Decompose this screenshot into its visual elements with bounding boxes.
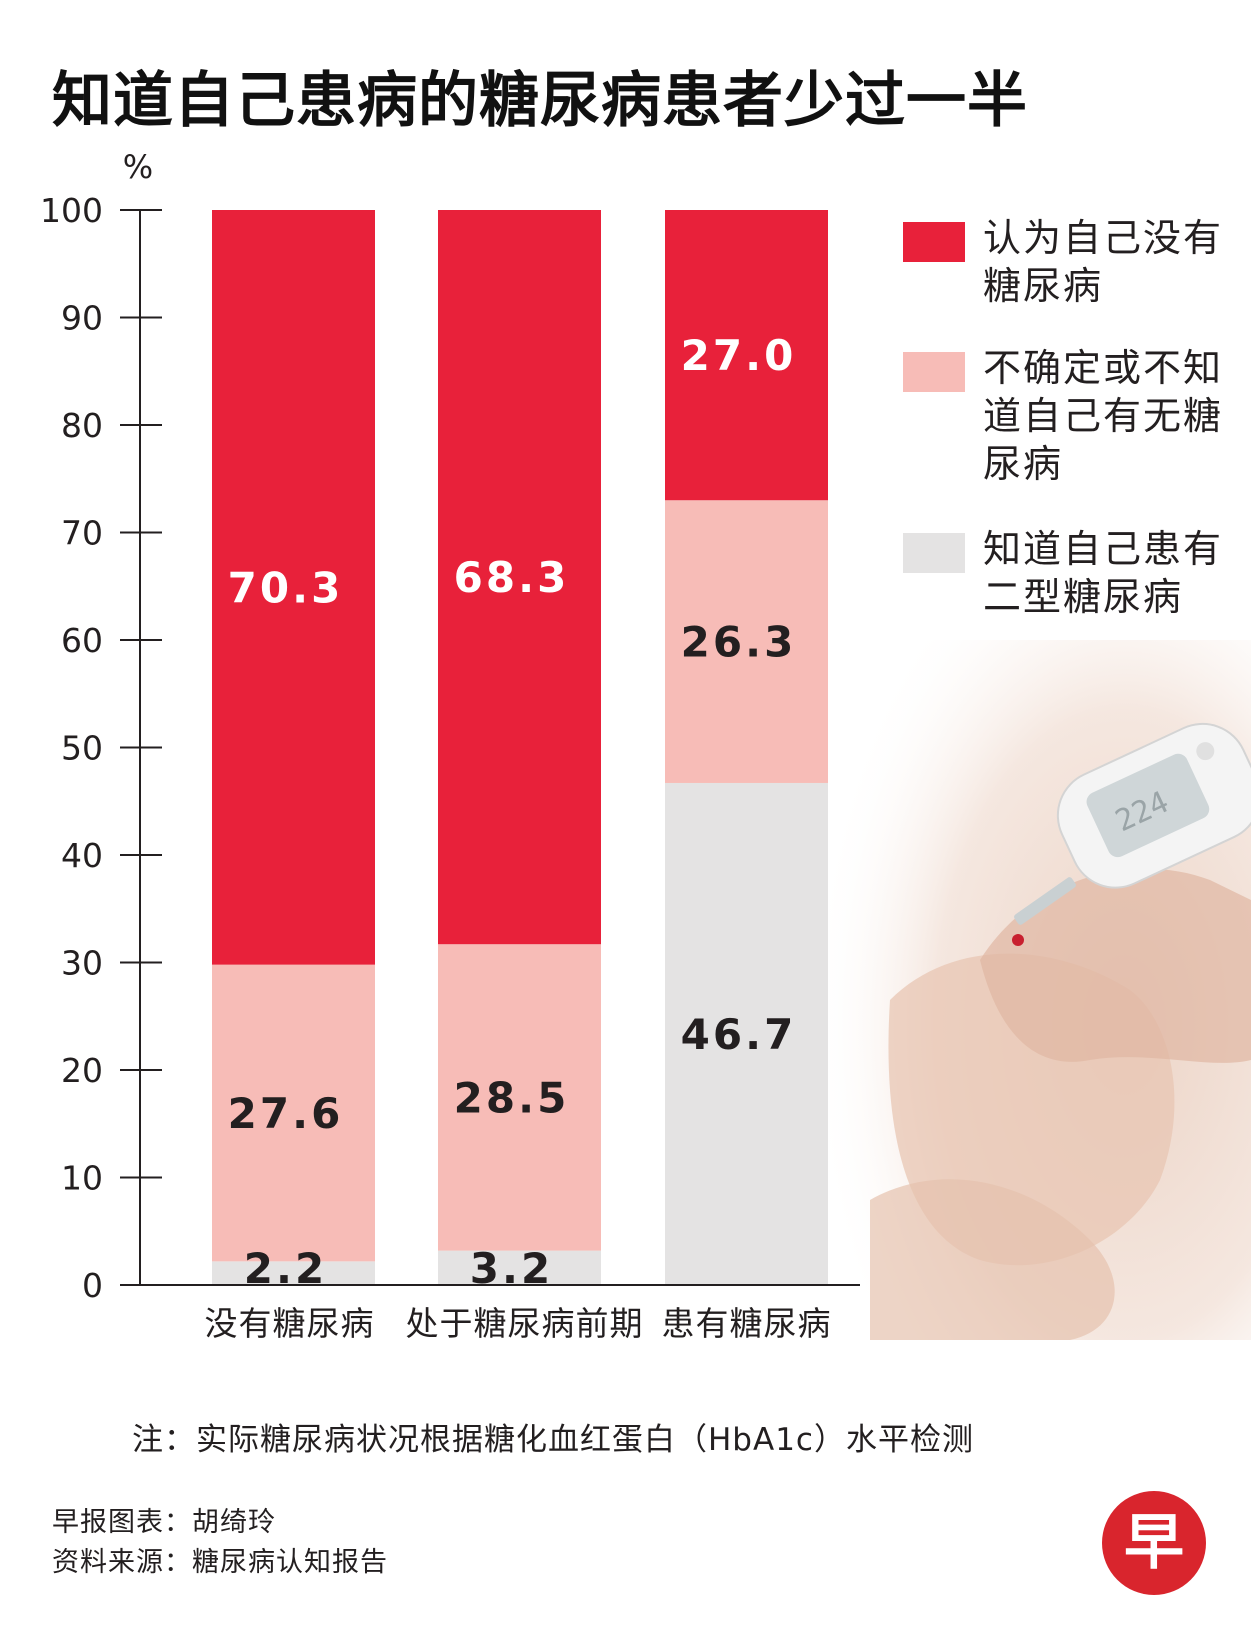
y-tick-label: 50 [61,729,103,768]
bar-segment-aware [212,1261,375,1285]
bar-segment-deny [212,210,375,965]
x-category-label: 患有糖尿病 [662,1304,832,1343]
value-label: 3.2 [470,1244,553,1293]
value-label: 2.2 [244,1244,327,1293]
y-tick-label: 20 [61,1051,103,1090]
value-label: 27.6 [228,1089,344,1138]
bar-segment-unsure [212,964,375,1262]
bar-segment-aware [438,1250,601,1285]
zaobao-logo-char: 早 [1124,1508,1184,1578]
legend-swatch-unsure [903,352,965,392]
chart-note: 注：实际糖尿病状况根据糖化血红蛋白（HbA1c）水平检测 [132,1422,974,1458]
x-category-label: 没有糖尿病 [205,1304,375,1343]
data-source: 资料来源：糖尿病认知报告 [52,1547,388,1578]
y-tick-label: 60 [61,621,103,660]
zaobao-logo: 早 [1102,1491,1206,1595]
legend-item-aware: 知道自己患有二型糖尿病 [903,525,1223,621]
value-label: 46.7 [681,1010,797,1059]
x-category-label: 处于糖尿病前期 [406,1304,644,1343]
value-label: 70.3 [228,563,344,612]
glucose-meter-photo: 224 [830,640,1251,1340]
legend-swatch-deny [903,222,965,262]
legend-item-deny: 认为自己没有糖尿病 [903,214,1223,310]
value-label: 27.0 [681,331,797,380]
value-label: 26.3 [681,618,797,667]
bar-segment-unsure [438,944,601,1251]
y-tick-label: 40 [61,836,103,875]
y-tick-label: 80 [61,406,103,445]
y-tick-label: 0 [82,1266,103,1305]
x-axis-categories: 没有糖尿病 处于糖尿病前期 患有糖尿病 [205,1304,832,1343]
legend-label-deny: 认为自己没有糖尿病 [983,216,1224,308]
y-axis: 0 10 20 30 40 50 60 70 80 90 100 [40,191,860,1305]
legend-label-aware: 知道自己患有二型糖尿病 [983,527,1224,619]
legend-swatch-aware [903,533,965,573]
legend-label-unsure: 不确定或不知道自己有无糖尿病 [983,346,1224,486]
y-tick-label: 30 [61,944,103,983]
bars-layer [212,210,828,1285]
value-labels-layer: 2.2 27.6 70.3 3.2 28.5 68.3 46.7 26.3 27.0 [228,331,797,1293]
legend-item-unsure: 不确定或不知道自己有无糖尿病 [903,344,1223,488]
value-label: 28.5 [454,1073,570,1122]
y-tick-label: 100 [40,191,103,230]
bar-segment-deny [438,210,601,945]
graphic-credit: 早报图表：胡绮玲 [52,1507,276,1538]
bar-segment-unsure [665,500,828,783]
bar-segment-aware [665,782,828,1285]
y-tick-label: 10 [61,1159,103,1198]
bar-segment-deny [665,210,828,501]
y-tick-label: 90 [61,299,103,338]
y-axis-unit: % [123,148,153,186]
chart-title: 知道自己患病的糖尿病患者少过一半 [52,66,1028,136]
y-tick-label: 70 [61,514,103,553]
value-label: 68.3 [454,553,570,602]
